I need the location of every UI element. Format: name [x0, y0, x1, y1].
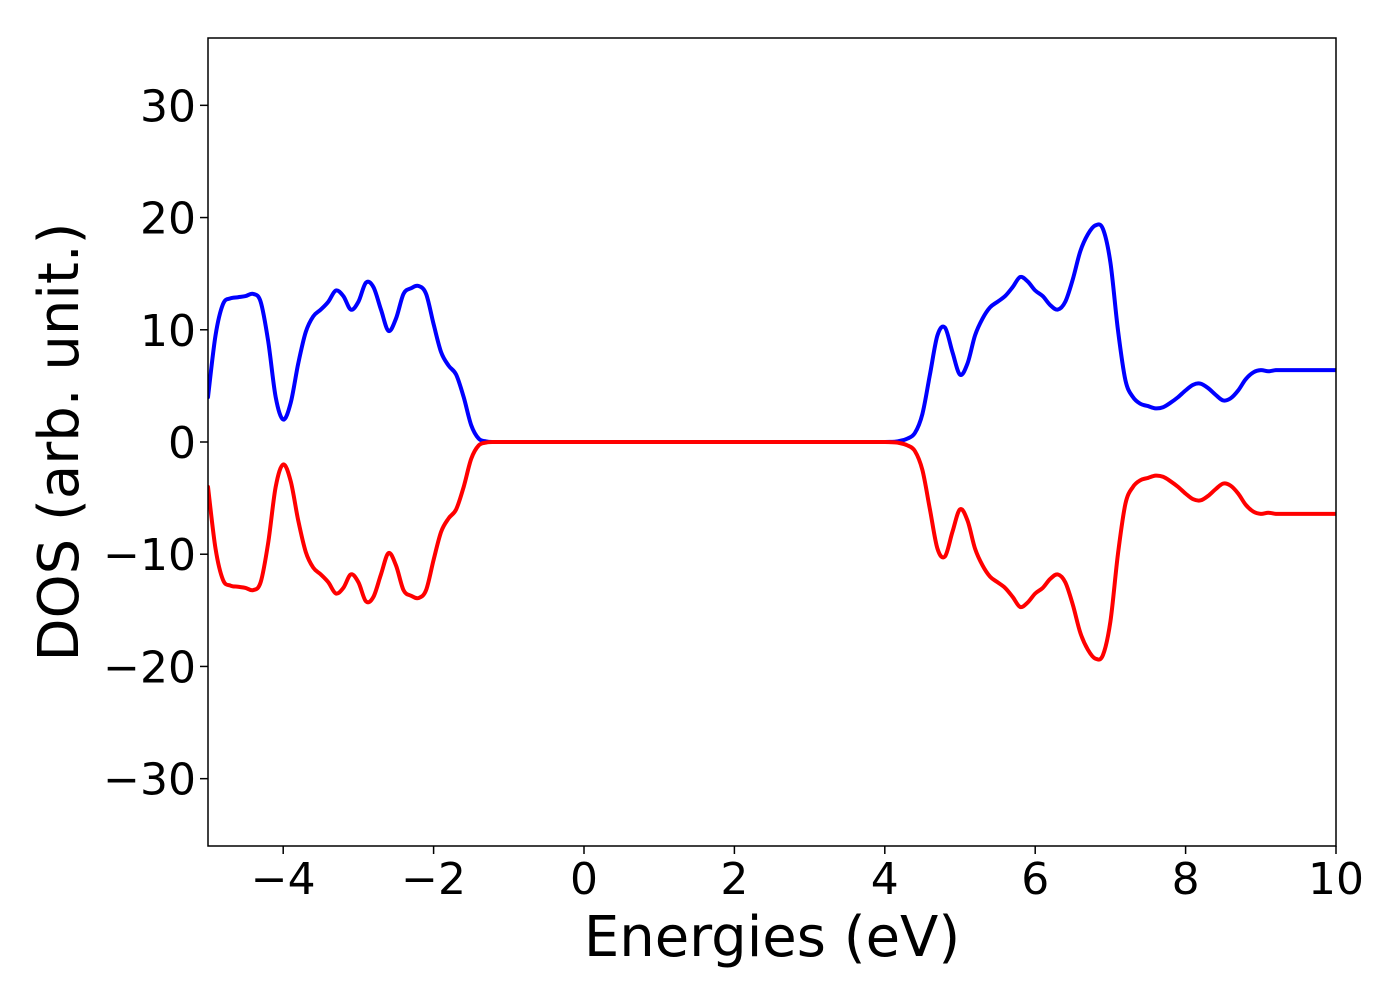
y-tick-label: −30	[103, 755, 196, 806]
x-tick-label: 8	[1172, 854, 1200, 905]
x-tick-label: −4	[251, 854, 316, 905]
y-tick-label: 30	[140, 81, 196, 132]
dos-series-line-positive	[208, 222, 1336, 445]
y-tick-label: 10	[140, 306, 196, 357]
y-tick-label: −20	[103, 642, 196, 693]
x-tick-label: 4	[871, 854, 899, 905]
y-tick-label: 20	[140, 194, 196, 245]
dos-series-line-negative	[208, 439, 1336, 662]
y-axis-label: DOS (arb. unit.)	[27, 222, 92, 661]
y-tick-label: 0	[168, 418, 196, 469]
x-tick-label: 6	[1021, 854, 1049, 905]
x-tick-label: 2	[720, 854, 748, 905]
y-tick-label: −10	[103, 530, 196, 581]
x-tick-label: 10	[1308, 854, 1364, 905]
series-layer	[208, 222, 1336, 662]
x-axis-label: Energies (eV)	[584, 905, 960, 970]
x-tick-label: −2	[401, 854, 466, 905]
x-tick-label: 0	[570, 854, 598, 905]
